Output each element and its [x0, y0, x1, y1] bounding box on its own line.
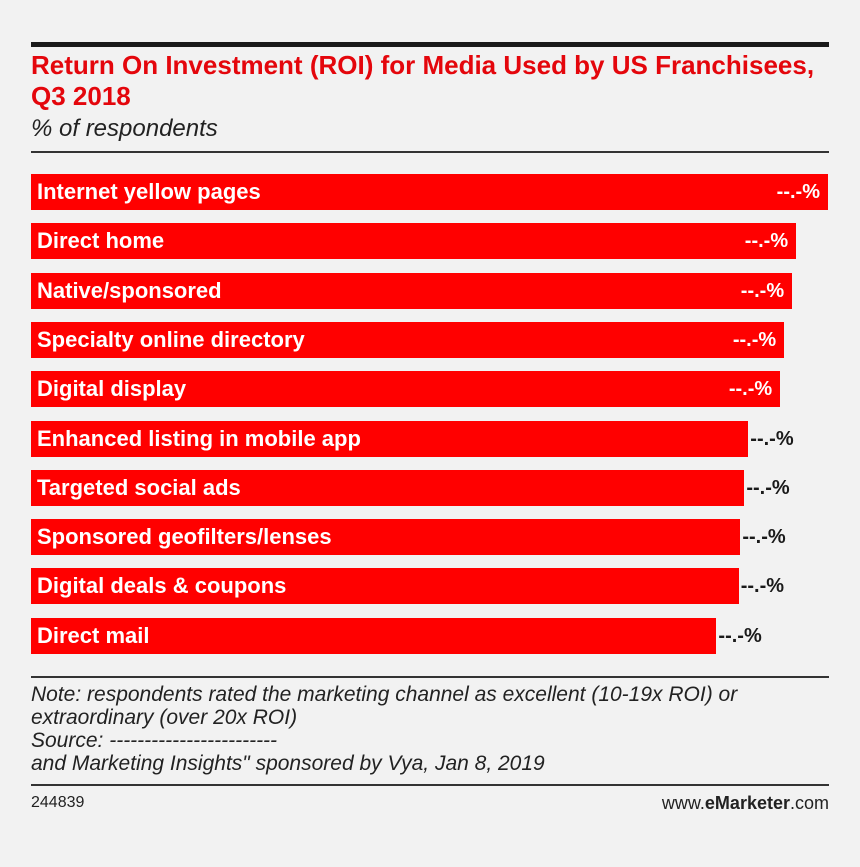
source-line: Source: ------------------------: [31, 729, 278, 752]
bar-value-label: --.-%: [746, 477, 790, 499]
bar: [31, 568, 739, 604]
note-line: Note: respondents rated the marketing ch…: [31, 683, 738, 706]
bar-label: Specialty online directory: [37, 327, 305, 352]
bar-value-label: --.-%: [750, 428, 794, 450]
bar-value-label: --.-%: [718, 625, 762, 647]
bar-label: Digital deals & coupons: [37, 573, 287, 598]
bar: [31, 618, 717, 654]
bar: [31, 470, 745, 506]
source-site: www.eMarketer.com: [662, 793, 829, 814]
site-brand: eMarketer: [704, 793, 790, 813]
site-suffix: .com: [789, 793, 829, 813]
bar-label: Direct mail: [37, 623, 150, 648]
bar-label: Direct home: [37, 228, 165, 253]
bar: [31, 273, 793, 309]
bar-label: Enhanced listing in mobile app: [37, 426, 361, 451]
site-prefix: www.: [661, 793, 705, 813]
bar-label: Internet yellow pages: [37, 179, 261, 204]
bar-value-label: --.-%: [740, 280, 785, 302]
bar-label: Sponsored geofilters/lenses: [37, 524, 332, 549]
bar: [31, 322, 785, 358]
bar-value-label: --.-%: [776, 181, 820, 203]
chart-bottom-rule: [31, 676, 829, 678]
source-line: and Marketing Insights" sponsored by Vya…: [31, 752, 545, 775]
top-rule: [31, 42, 829, 47]
bar-value-label: --.-%: [742, 526, 786, 548]
chart-id: 244839: [31, 794, 85, 811]
bar-label: Native/sponsored: [37, 278, 222, 303]
bar-value-label: --.-%: [728, 378, 773, 400]
bar-value-label: --.-%: [732, 329, 777, 351]
footer-rule: [31, 784, 829, 786]
chart-title: Return On Investment (ROI) for Media Use…: [31, 50, 815, 111]
bar-label: Digital display: [37, 376, 187, 401]
bar: [31, 519, 741, 555]
bar: [31, 223, 797, 259]
bar: [31, 371, 781, 407]
note-line: extraordinary (over 20x ROI): [31, 706, 298, 729]
bar-label: Targeted social ads: [37, 475, 241, 500]
bar: [31, 421, 749, 457]
note-block: Note: respondents rated the marketing ch…: [31, 683, 841, 775]
bar-value-label: --.-%: [740, 575, 785, 597]
bar-value-label: --.-%: [744, 230, 789, 252]
bar: [31, 174, 828, 210]
chart-subtitle: % of respondents: [31, 115, 218, 142]
subtitle-rule: [31, 151, 829, 153]
